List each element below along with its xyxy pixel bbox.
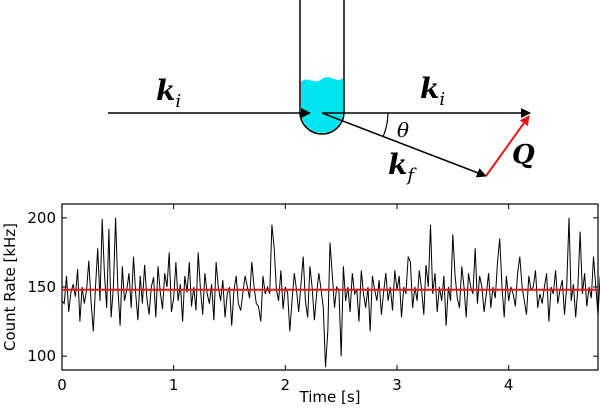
y-axis-label: Count Rate [kHz]	[1, 223, 19, 351]
scattering-angle-arc	[382, 112, 389, 138]
label-ki-incoming: ki	[156, 74, 181, 112]
label-ki-outgoing: ki	[420, 72, 445, 110]
label-theta: θ	[397, 118, 409, 142]
label-q: Q	[512, 140, 535, 170]
plot-frame	[61, 203, 599, 371]
scattering-diagram: ki ki kf θ Q	[108, 0, 535, 186]
count-rate-trace	[61, 217, 600, 368]
x-axis-label: Time [s]	[299, 388, 361, 406]
sample-liquid	[301, 77, 343, 133]
x-tick-label: 4	[504, 376, 514, 394]
plot-lines	[61, 217, 600, 368]
label-kf: kf	[388, 148, 417, 186]
x-tick-label: 3	[392, 376, 402, 394]
scattering-vector	[485, 115, 530, 177]
count-rate-chart: 0 1 2 3 4 100 150 200 Time [s] Count Rate [kHz…	[1, 203, 600, 406]
y-tick-label: 200	[27, 209, 56, 227]
x-tick-label: 0	[57, 376, 67, 394]
y-tick-label: 100	[27, 347, 56, 365]
x-axis-ticks: 0 1 2 3 4	[57, 204, 513, 394]
y-tick-label: 150	[27, 278, 56, 296]
sample-tube	[299, 0, 345, 135]
x-tick-label: 2	[281, 376, 291, 394]
x-tick-label: 1	[169, 376, 179, 394]
scattered-beam	[321, 112, 487, 178]
y-axis-ticks: 100 150 200	[27, 209, 598, 365]
